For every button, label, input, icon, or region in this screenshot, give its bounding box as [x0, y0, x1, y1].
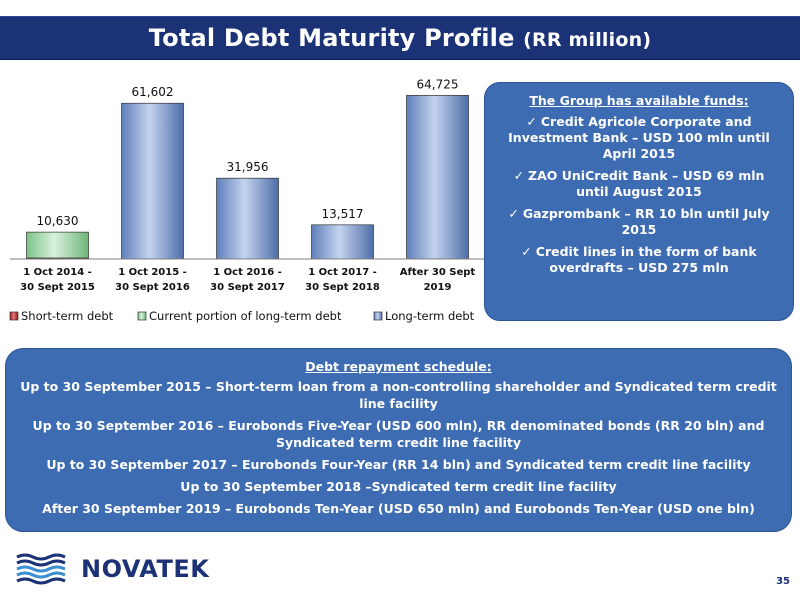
x-tick-label: 1 Oct 2017 - — [308, 267, 377, 278]
page-number: 35 — [776, 576, 790, 587]
bar-value-label: 31,956 — [227, 160, 269, 174]
check-icon: ✓ — [521, 244, 532, 259]
x-tick-label: 30 Sept 2015 — [20, 282, 95, 293]
x-tick-label: 2019 — [424, 282, 452, 293]
legend-label: Long-term debt — [385, 309, 475, 323]
schedule-item: Up to 30 September 2018 –Syndicated term… — [180, 479, 617, 494]
debt-maturity-chart: 10,630 61,602 31,956 13,517 64,725 1 Oct 201… — [0, 62, 485, 334]
bar-long-term-debt — [216, 177, 279, 260]
check-icon: ✓ — [508, 206, 519, 221]
x-tick-label: 30 Sept 2016 — [115, 282, 190, 293]
title-main: Total Debt Maturity Profile — [148, 24, 515, 52]
novatek-logo-icon — [16, 553, 66, 585]
x-tick-label: After 30 Sept — [400, 267, 476, 278]
bar-long-term-debt — [406, 94, 469, 260]
schedule-item: Up to 30 September 2016 – Eurobonds Five… — [32, 418, 765, 450]
legend-label: Current portion of long-term debt — [149, 309, 342, 323]
bar-value-label: 10,630 — [37, 214, 79, 228]
schedule-heading: Debt repayment schedule: — [305, 359, 492, 374]
x-tick-label: 30 Sept 2017 — [210, 282, 285, 293]
page-title: Total Debt Maturity Profile (RR million) — [149, 24, 651, 52]
bar-long-term-debt — [121, 102, 184, 260]
debt-repayment-schedule-box: Debt repayment schedule: Up to 30 Septem… — [5, 348, 792, 532]
x-tick-label: 1 Oct 2015 - — [118, 267, 187, 278]
x-tick-label: 1 Oct 2014 - — [23, 267, 92, 278]
check-icon: ✓ — [513, 168, 525, 183]
schedule-list: Up to 30 September 2015 – Short-term loa… — [18, 378, 779, 517]
available-funds-item: ✓ Credit lines in the form of bank overdr… — [499, 244, 779, 276]
schedule-item: Up to 30 September 2015 – Short-term loa… — [20, 379, 777, 411]
available-funds-list: ✓ Credit Agricole Corporate and Investmen… — [499, 114, 779, 276]
legend-swatch — [373, 311, 383, 321]
x-tick-label: 1 Oct 2016 - — [213, 267, 282, 278]
bar-long-term-debt — [311, 224, 374, 260]
title-unit: (RR million) — [523, 29, 652, 51]
available-funds-item-text: Gazprombank – RR 10 bln until July 2015 — [522, 206, 770, 237]
x-tick-label: 30 Sept 2018 — [305, 282, 380, 293]
check-icon: ✓ — [526, 114, 537, 129]
bar-value-label: 64,725 — [417, 77, 459, 91]
available-funds-item-text: Credit lines in the form of bank overdra… — [535, 244, 757, 275]
legend-label: Short-term debt — [21, 309, 114, 323]
available-funds-item: ✓ ZAO UniCredit Bank – USD 69 mln until A… — [499, 168, 779, 200]
bar-value-label: 13,517 — [322, 207, 364, 221]
schedule-item: After 30 September 2019 – Eurobonds Ten-… — [42, 501, 755, 516]
available-funds-item: ✓ Gazprombank – RR 10 bln until July 2015 — [499, 206, 779, 238]
logo-text: NOVATEK — [81, 555, 210, 583]
available-funds-item: ✓ Credit Agricole Corporate and Investmen… — [499, 114, 779, 162]
legend-swatch — [9, 311, 19, 321]
bar-value-label: 61,602 — [132, 85, 174, 99]
legend-swatch — [137, 311, 147, 321]
available-funds-item-text: ZAO UniCredit Bank – USD 69 mln until Au… — [528, 168, 765, 199]
schedule-item: Up to 30 September 2017 – Eurobonds Four… — [46, 457, 751, 472]
available-funds-box: The Group has available funds: ✓ Credit A… — [484, 82, 794, 321]
available-funds-item-text: Credit Agricole Corporate and Investment… — [508, 114, 770, 161]
novatek-logo: NOVATEK — [15, 551, 225, 591]
title-bar: Total Debt Maturity Profile (RR million) — [0, 16, 800, 60]
bar-current-portion-of-long-term-debt — [26, 231, 89, 259]
available-funds-heading: The Group has available funds: — [529, 93, 749, 108]
